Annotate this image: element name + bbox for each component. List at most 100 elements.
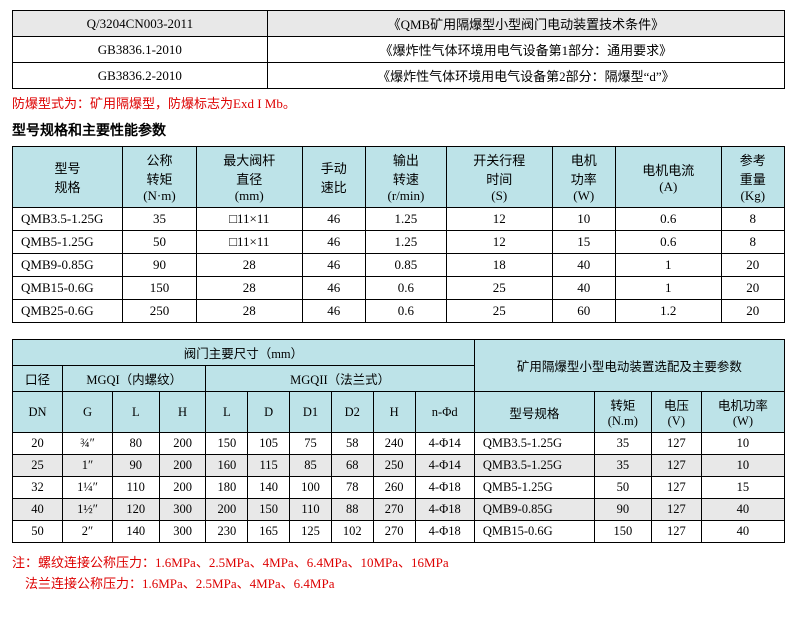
spec-col-header: 手动速比 bbox=[302, 147, 365, 208]
dim-cell: 140 bbox=[112, 521, 159, 543]
dim-cell: 127 bbox=[651, 455, 701, 477]
dim-cell: 200 bbox=[159, 477, 206, 499]
dim-cell: QMB9-0.85G bbox=[474, 499, 594, 521]
col-torque: 转矩(N.m) bbox=[594, 392, 651, 433]
spec-cell: 20 bbox=[721, 254, 784, 277]
dim-cell: 300 bbox=[159, 499, 206, 521]
spec-cell: 0.6 bbox=[365, 300, 446, 323]
explosion-proof-note: 防爆型式为：矿用隔爆型，防爆标志为Exd I Mb。 bbox=[12, 93, 785, 112]
dim-cell: 40 bbox=[701, 521, 784, 543]
spec-col-header: 公称转矩(N·m) bbox=[123, 147, 197, 208]
dim-row: 502″1403002301651251022704-Φ18QMB15-0.6G… bbox=[13, 521, 785, 543]
dim-cell: 35 bbox=[594, 455, 651, 477]
footnote-line1: 螺纹连接公称压力：1.6MPa、2.5MPa、4MPa、6.4MPa、10MPa… bbox=[38, 555, 449, 570]
spec-cell: 1.25 bbox=[365, 208, 446, 231]
dim-cell: 150 bbox=[594, 521, 651, 543]
spec-cell: QMB15-0.6G bbox=[13, 277, 123, 300]
dim-cell: QMB5-1.25G bbox=[474, 477, 594, 499]
spec-cell: 20 bbox=[721, 300, 784, 323]
col-d: D bbox=[248, 392, 290, 433]
spec-col-header: 开关行程时间(S) bbox=[446, 147, 552, 208]
dim-cell: 68 bbox=[331, 455, 373, 477]
dim-cell: 90 bbox=[112, 455, 159, 477]
dim-cell: ¾″ bbox=[63, 433, 113, 455]
dim-cell: 15 bbox=[701, 477, 784, 499]
dim-cell: 115 bbox=[248, 455, 290, 477]
dim-cell: 4-Φ18 bbox=[415, 521, 474, 543]
dim-cell: 4-Φ14 bbox=[415, 455, 474, 477]
dim-cell: 120 bbox=[112, 499, 159, 521]
spec-cell: 18 bbox=[446, 254, 552, 277]
footnote-line2: 法兰连接公称压力：1.6MPa、2.5MPa、4MPa、6.4MPa bbox=[25, 576, 335, 591]
spec-cell: 12 bbox=[446, 231, 552, 254]
spec-cell: QMB5-1.25G bbox=[13, 231, 123, 254]
spec-cell: □11×11 bbox=[196, 231, 302, 254]
dim-cell: 240 bbox=[373, 433, 415, 455]
spec-cell: 90 bbox=[123, 254, 197, 277]
dim-cell: 200 bbox=[159, 455, 206, 477]
dim-cell: 127 bbox=[651, 521, 701, 543]
dim-cell: 58 bbox=[331, 433, 373, 455]
dim-cell: 1¼″ bbox=[63, 477, 113, 499]
dim-cell: 90 bbox=[594, 499, 651, 521]
spec-cell: QMB3.5-1.25G bbox=[13, 208, 123, 231]
spec-row: QMB9-0.85G9028460.851840120 bbox=[13, 254, 785, 277]
spec-cell: 40 bbox=[552, 277, 615, 300]
dim-cell: 50 bbox=[594, 477, 651, 499]
dim-row: 251″9020016011585682504-Φ14QMB3.5-1.25G3… bbox=[13, 455, 785, 477]
dim-cell: 1″ bbox=[63, 455, 113, 477]
dim-cell: 25 bbox=[13, 455, 63, 477]
section-title: 型号规格和主要性能参数 bbox=[12, 120, 785, 140]
dim-row: 401½″120300200150110882704-Φ18QMB9-0.85G… bbox=[13, 499, 785, 521]
spec-cell: 20 bbox=[721, 277, 784, 300]
dim-cell: 150 bbox=[206, 433, 248, 455]
dim-cell: 2″ bbox=[63, 521, 113, 543]
spec-cell: 0.6 bbox=[615, 231, 721, 254]
spec-cell: 15 bbox=[552, 231, 615, 254]
dim-cell: 140 bbox=[248, 477, 290, 499]
spec-cell: 250 bbox=[123, 300, 197, 323]
standard-code: GB3836.2-2010 bbox=[13, 63, 268, 89]
footnotes: 注：螺纹连接公称压力：1.6MPa、2.5MPa、4MPa、6.4MPa、10M… bbox=[12, 553, 785, 595]
spec-cell: 46 bbox=[302, 231, 365, 254]
dim-cell: 250 bbox=[373, 455, 415, 477]
standards-row: Q/3204CN003-2011《QMB矿用隔爆型小型阀门电动装置技术条件》 bbox=[13, 11, 785, 37]
spec-cell: 25 bbox=[446, 300, 552, 323]
col-volt: 电压(V) bbox=[651, 392, 701, 433]
dim-cell: 180 bbox=[206, 477, 248, 499]
spec-col-header: 电机功率(W) bbox=[552, 147, 615, 208]
dim-cell: 40 bbox=[13, 499, 63, 521]
spec-cell: 0.6 bbox=[365, 277, 446, 300]
dim-cell: 85 bbox=[290, 455, 332, 477]
spec-cell: 1 bbox=[615, 254, 721, 277]
dim-cell: 150 bbox=[248, 499, 290, 521]
dim-cell: 270 bbox=[373, 521, 415, 543]
dim-cell: 127 bbox=[651, 499, 701, 521]
dim-cell: 40 bbox=[701, 499, 784, 521]
dim-cell: 50 bbox=[13, 521, 63, 543]
dim-cell: 20 bbox=[13, 433, 63, 455]
col-d1: D1 bbox=[290, 392, 332, 433]
standard-title: 《QMB矿用隔爆型小型阀门电动装置技术条件》 bbox=[267, 11, 784, 37]
dim-cell: 110 bbox=[290, 499, 332, 521]
spec-cell: 1 bbox=[615, 277, 721, 300]
spec-cell: 46 bbox=[302, 254, 365, 277]
col-l2: L bbox=[206, 392, 248, 433]
spec-cell: 0.6 bbox=[615, 208, 721, 231]
spec-cell: 1.2 bbox=[615, 300, 721, 323]
dim-cell: 200 bbox=[206, 499, 248, 521]
dim-cell: 165 bbox=[248, 521, 290, 543]
standard-title: 《爆炸性气体环境用电气设备第1部分：通用要求》 bbox=[267, 37, 784, 63]
dim-cell: 125 bbox=[290, 521, 332, 543]
sub-header-mgqii: MGQII（法兰式） bbox=[206, 366, 474, 392]
standard-code: Q/3204CN003-2011 bbox=[13, 11, 268, 37]
dim-cell: 100 bbox=[290, 477, 332, 499]
dimension-table: 阀门主要尺寸（mm）矿用隔爆型小型电动装置选配及主要参数口径MGQI（内螺纹）M… bbox=[12, 339, 785, 543]
dim-header-right: 矿用隔爆型小型电动装置选配及主要参数 bbox=[474, 340, 784, 392]
spec-table: 型号规格公称转矩(N·m)最大阀杆直径(mm)手动速比输出转速(r/min)开关… bbox=[12, 146, 785, 323]
spec-col-header: 输出转速(r/min) bbox=[365, 147, 446, 208]
spec-cell: 28 bbox=[196, 277, 302, 300]
spec-cell: 150 bbox=[123, 277, 197, 300]
dim-cell: 160 bbox=[206, 455, 248, 477]
dim-cell: 32 bbox=[13, 477, 63, 499]
